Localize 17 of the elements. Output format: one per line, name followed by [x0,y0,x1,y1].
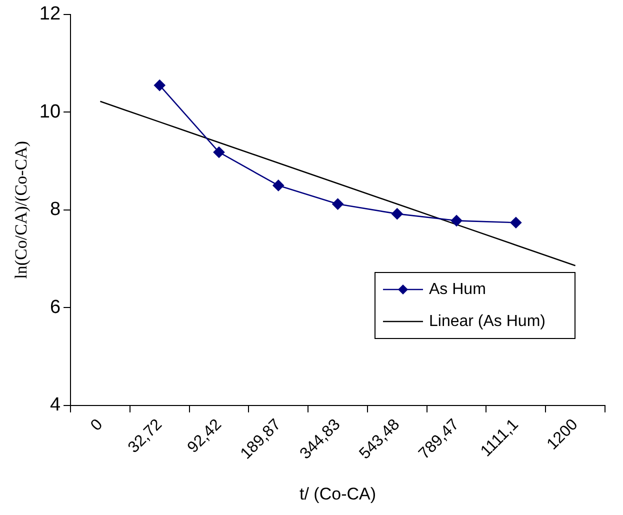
x-axis-title: t/ (Co-CA) [300,484,376,504]
legend-label: Linear (As Hum) [429,312,546,330]
point [213,146,225,158]
point [510,216,522,228]
legend-label: As Hum [429,280,486,298]
y-axis-title: ln(Co/CA)/(Co-CA) [12,140,31,279]
point [450,215,462,226]
y-tick-label: 4 [50,394,61,416]
point [392,208,403,220]
x-tick-label: 0 [88,416,106,434]
point [332,198,344,210]
y-tick-label: 6 [50,296,61,318]
y-tick-label: 12 [39,4,61,25]
y-tick-label: 10 [39,101,61,122]
y-tick-label: 8 [50,199,61,220]
point [272,180,284,192]
point [154,80,166,91]
